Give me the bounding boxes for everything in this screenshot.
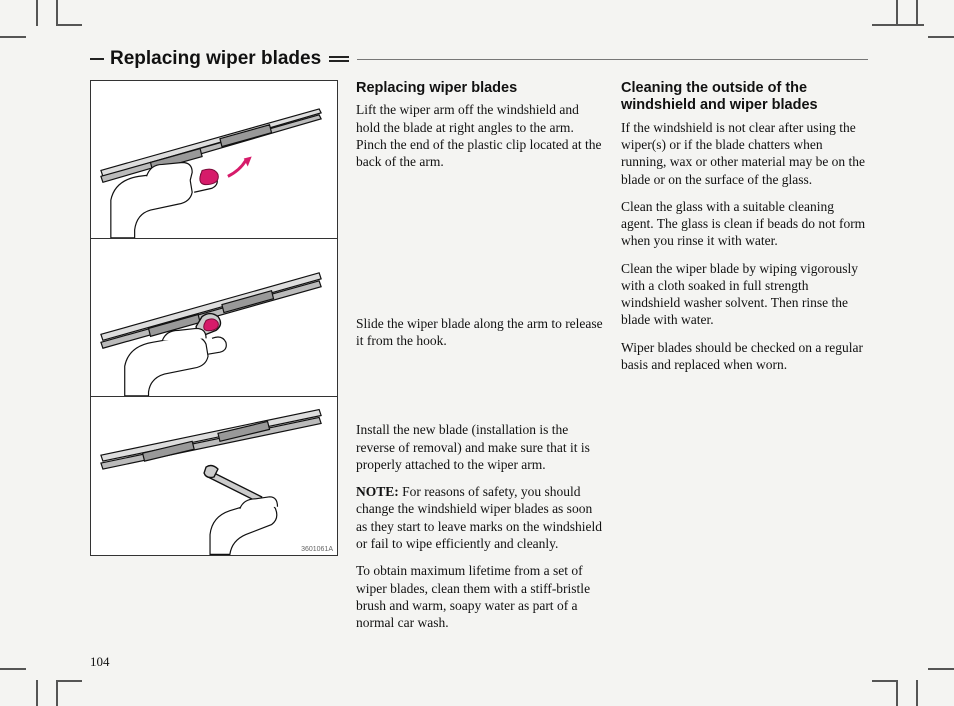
middle-column: Replacing wiper blades Lift the wiper ar… [356,80,603,641]
subheading-replacing: Replacing wiper blades [356,80,603,97]
page-content: Replacing wiper blades [90,48,868,641]
right-column: Cleaning the outside of the windshield a… [621,80,868,641]
illustration-panel-2 [91,239,337,397]
section-title-rule: Replacing wiper blades [90,48,868,70]
note-text: NOTE: For reasons of safety, you should … [356,483,603,552]
illustration-panel-3: 3601061A [91,397,337,555]
columns: 3601061A Replacing wiper blades Lift the… [90,80,868,641]
section-title: Replacing wiper blades [110,48,321,70]
illustration-panel-1 [91,81,337,239]
cleaning-p4: Wiper blades should be checked on a regu… [621,339,868,374]
note-label: NOTE: [356,484,399,499]
step3-text: Install the new blade (installation is t… [356,421,603,473]
cleaning-p2: Clean the glass with a suitable cleaning… [621,198,868,250]
cleaning-p3: Clean the wiper blade by wiping vigorous… [621,260,868,329]
step2-text: Slide the wiper blade along the arm to r… [356,315,603,350]
subheading-cleaning: Cleaning the outside of the windshield a… [621,80,868,115]
cleaning-p1: If the windshield is not clear after usi… [621,119,868,188]
page-number: 104 [90,654,110,670]
step1-text: Lift the wiper arm off the windshield an… [356,101,603,170]
illustration-frame: 3601061A [90,80,338,556]
maintenance-text: To obtain maximum lifetime from a set of… [356,562,603,631]
illustration-column: 3601061A [90,80,338,641]
illustration-code: 3601061A [301,546,333,553]
